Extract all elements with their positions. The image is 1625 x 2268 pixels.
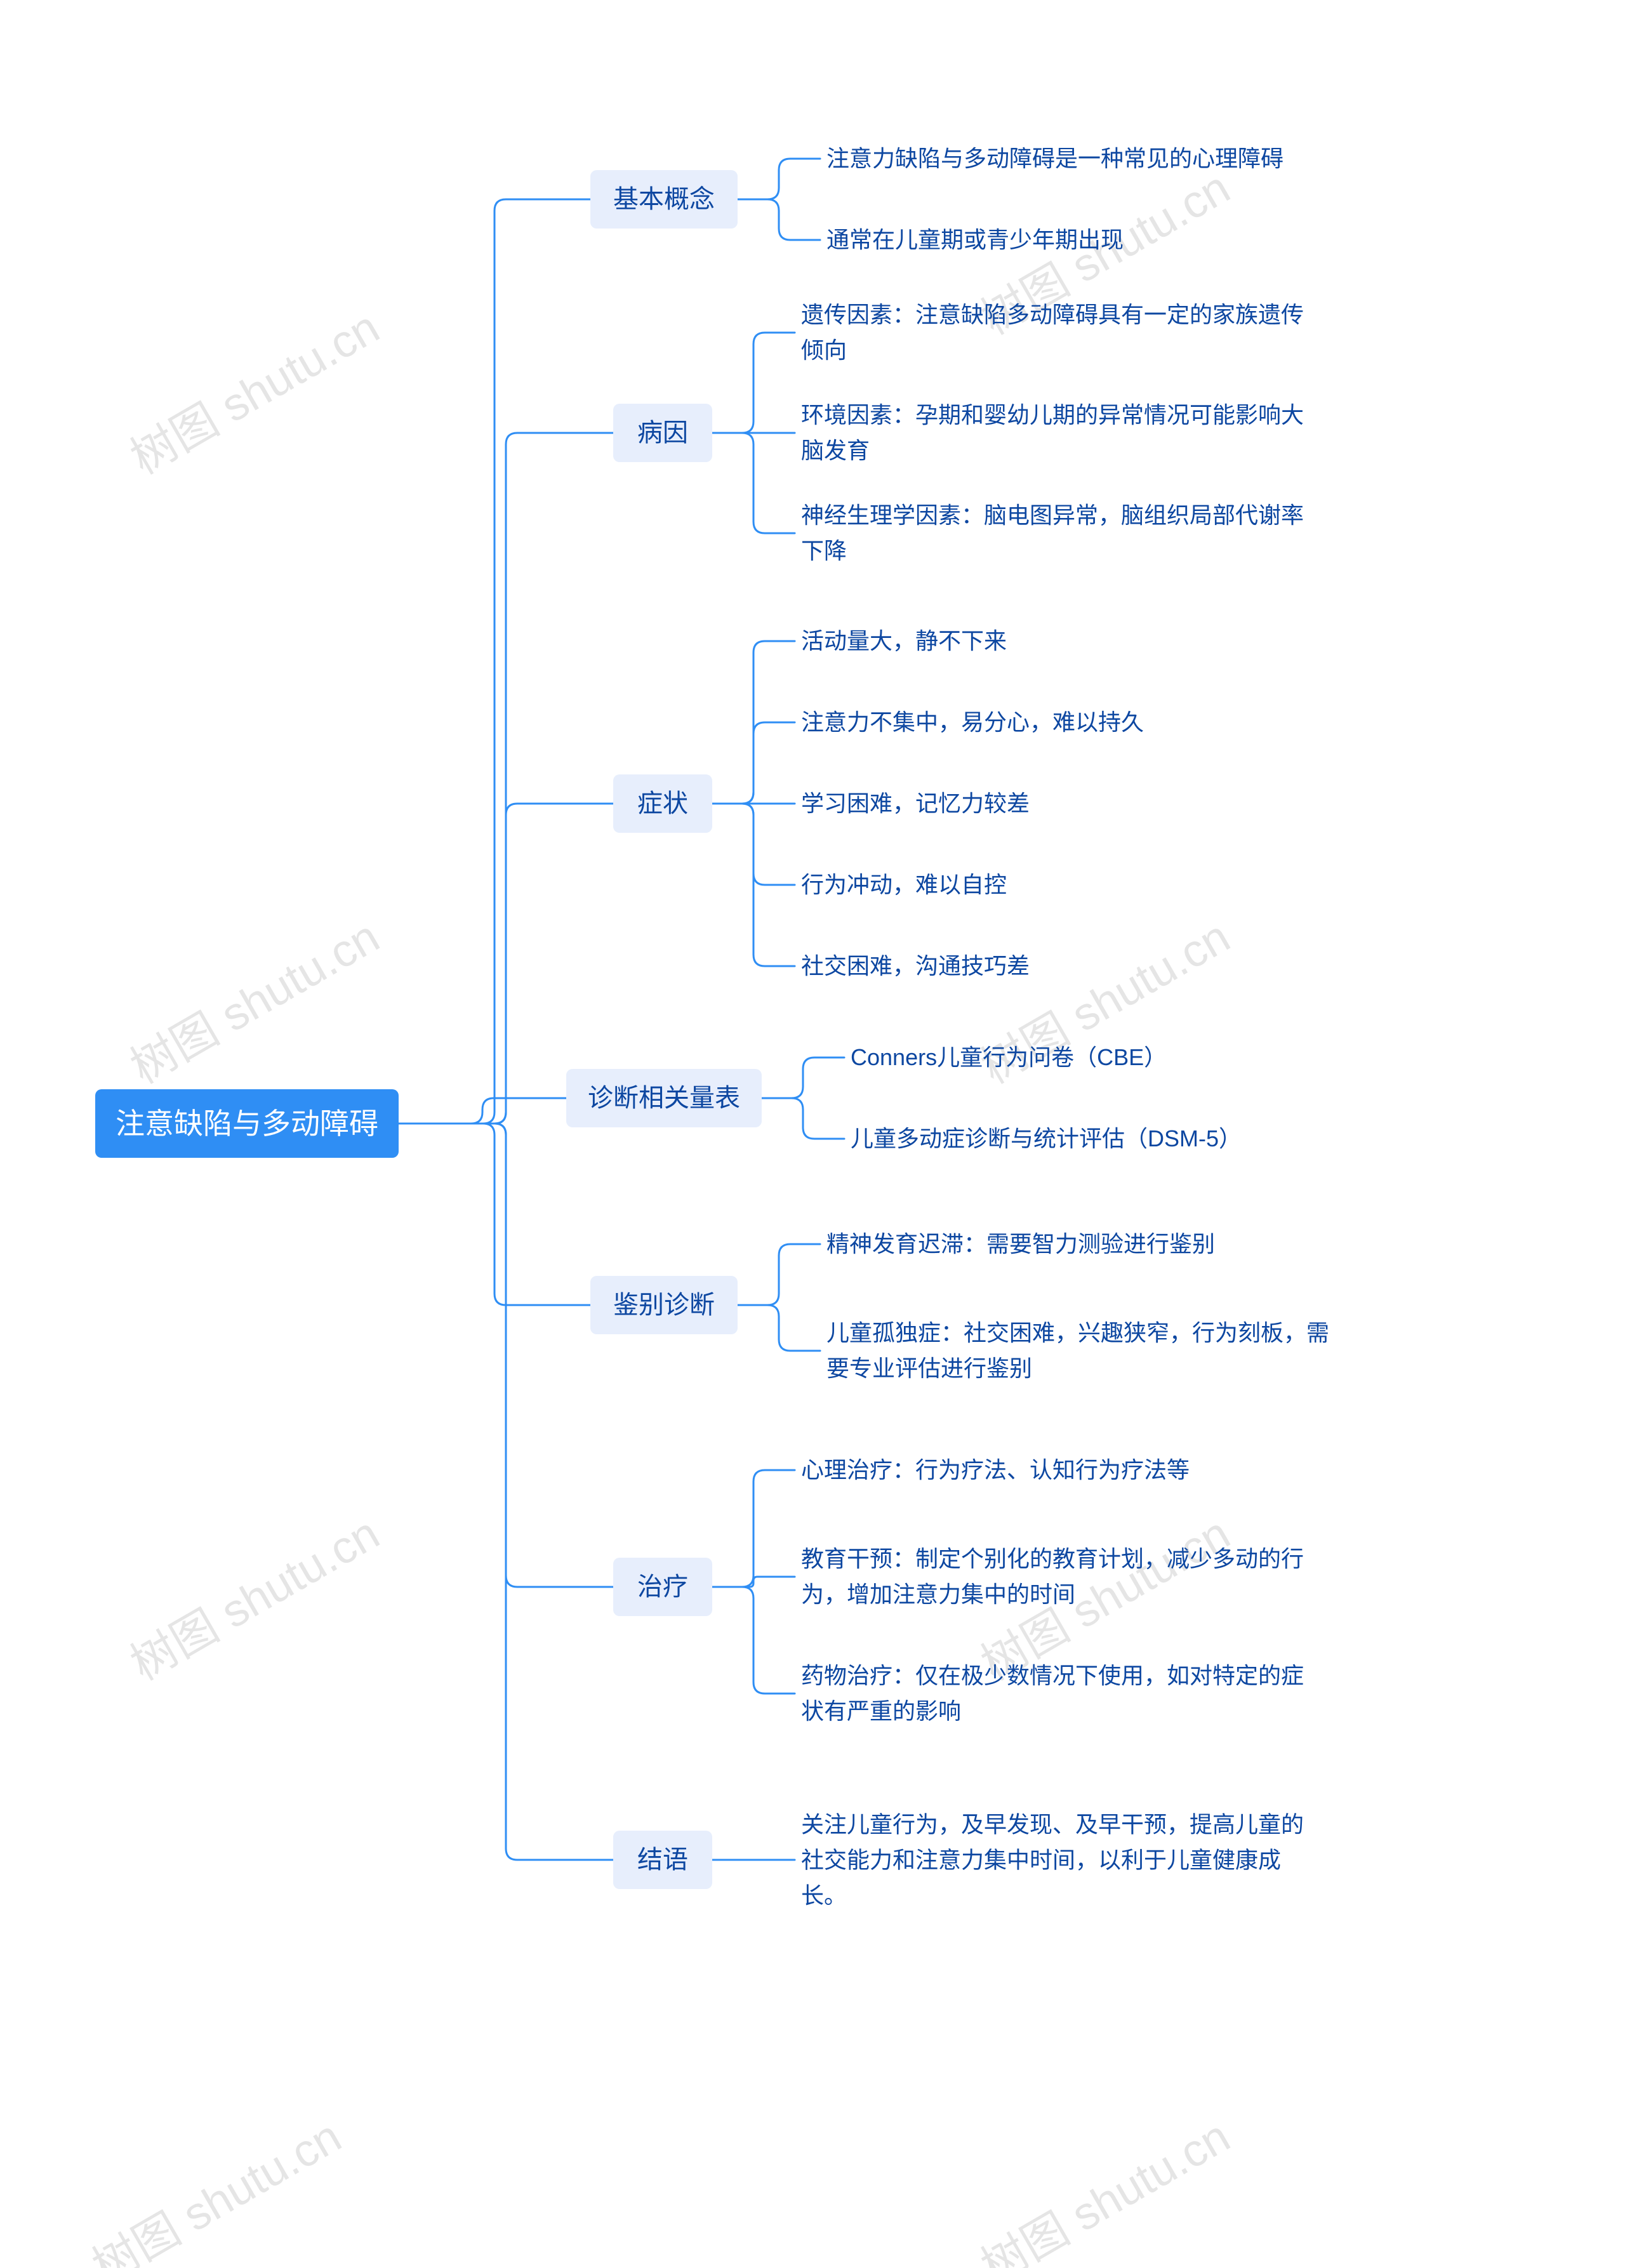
- leaf-node[interactable]: 活动量大，静不下来: [801, 623, 1007, 659]
- leaf-node[interactable]: 通常在儿童期或青少年期出现: [826, 222, 1124, 258]
- leaf-label: 学习困难，记忆力较差: [801, 786, 1030, 821]
- branch-label: 结语: [637, 1841, 688, 1879]
- leaf-node[interactable]: 神经生理学因素：脑电图异常，脑组织局部代谢率下降: [801, 498, 1322, 569]
- leaf-label: 社交困难，沟通技巧差: [801, 948, 1030, 984]
- branch-node[interactable]: 症状: [613, 774, 712, 833]
- branch-label: 基本概念: [613, 180, 715, 218]
- leaf-node[interactable]: 教育干预：制定个别化的教育计划，减少多动的行为，增加注意力集中的时间: [801, 1541, 1322, 1612]
- leaf-node[interactable]: 学习困难，记忆力较差: [801, 786, 1030, 821]
- leaf-label: 药物治疗：仅在极少数情况下使用，如对特定的症状有严重的影响: [801, 1658, 1322, 1729]
- branch-node[interactable]: 基本概念: [590, 170, 738, 229]
- leaf-label: 神经生理学因素：脑电图异常，脑组织局部代谢率下降: [801, 498, 1322, 569]
- branch-label: 鉴别诊断: [613, 1286, 715, 1324]
- leaf-node[interactable]: 药物治疗：仅在极少数情况下使用，如对特定的症状有严重的影响: [801, 1658, 1322, 1729]
- leaf-node[interactable]: 社交困难，沟通技巧差: [801, 948, 1030, 984]
- branch-node[interactable]: 病因: [613, 404, 712, 462]
- leaf-label: 关注儿童行为，及早发现、及早干预，提高儿童的社交能力和注意力集中时间，以利于儿童…: [801, 1807, 1322, 1913]
- branch-node[interactable]: 治疗: [613, 1558, 712, 1616]
- leaf-node[interactable]: 行为冲动，难以自控: [801, 867, 1007, 903]
- branch-node[interactable]: 诊断相关量表: [566, 1069, 762, 1127]
- root-node[interactable]: 注意缺陷与多动障碍: [95, 1089, 399, 1158]
- leaf-label: 注意力缺陷与多动障碍是一种常见的心理障碍: [826, 141, 1283, 176]
- leaf-node[interactable]: 儿童孤独症：社交困难，兴趣狭窄，行为刻板，需要专业评估进行鉴别: [826, 1315, 1347, 1386]
- leaf-label: 心理治疗：行为疗法、认知行为疗法等: [801, 1452, 1190, 1488]
- branch-label: 病因: [637, 414, 688, 452]
- leaf-node[interactable]: 心理治疗：行为疗法、认知行为疗法等: [801, 1452, 1190, 1488]
- leaf-label: 遗传因素：注意缺陷多动障碍具有一定的家族遗传倾向: [801, 297, 1322, 368]
- leaf-node[interactable]: 关注儿童行为，及早发现、及早干预，提高儿童的社交能力和注意力集中时间，以利于儿童…: [801, 1807, 1322, 1913]
- branch-node[interactable]: 鉴别诊断: [590, 1276, 738, 1334]
- branch-label: 症状: [637, 785, 688, 823]
- leaf-label: 儿童孤独症：社交困难，兴趣狭窄，行为刻板，需要专业评估进行鉴别: [826, 1315, 1347, 1386]
- leaf-node[interactable]: 遗传因素：注意缺陷多动障碍具有一定的家族遗传倾向: [801, 297, 1322, 368]
- watermark: 树图 shutu.cn: [116, 291, 389, 487]
- leaf-label: 行为冲动，难以自控: [801, 867, 1007, 903]
- leaf-label: Conners儿童行为问卷（CBE）: [851, 1040, 1167, 1075]
- watermark: 树图 shutu.cn: [116, 900, 389, 1096]
- leaf-node[interactable]: Conners儿童行为问卷（CBE）: [851, 1040, 1167, 1075]
- branch-node[interactable]: 结语: [613, 1831, 712, 1889]
- leaf-node[interactable]: 儿童多动症诊断与统计评估（DSM-5）: [851, 1121, 1242, 1157]
- leaf-label: 通常在儿童期或青少年期出现: [826, 222, 1124, 258]
- leaf-node[interactable]: 环境因素：孕期和婴幼儿期的异常情况可能影响大脑发育: [801, 397, 1322, 468]
- branch-label: 治疗: [637, 1568, 688, 1606]
- leaf-label: 活动量大，静不下来: [801, 623, 1007, 659]
- leaf-node[interactable]: 注意力不集中，易分心，难以持久: [801, 705, 1144, 740]
- leaf-label: 儿童多动症诊断与统计评估（DSM-5）: [851, 1121, 1242, 1157]
- leaf-node[interactable]: 注意力缺陷与多动障碍是一种常见的心理障碍: [826, 141, 1283, 176]
- leaf-node[interactable]: 精神发育迟滞：需要智力测验进行鉴别: [826, 1226, 1215, 1262]
- leaf-label: 精神发育迟滞：需要智力测验进行鉴别: [826, 1226, 1215, 1262]
- mindmap-canvas: 树图 shutu.cn 树图 shutu.cn 树图 shutu.cn 树图 shut…: [0, 0, 1625, 2268]
- watermark: 树图 shutu.cn: [967, 2100, 1240, 2268]
- watermark: 树图 shutu.cn: [116, 1497, 389, 1693]
- branch-label: 诊断相关量表: [588, 1079, 740, 1117]
- leaf-label: 环境因素：孕期和婴幼儿期的异常情况可能影响大脑发育: [801, 397, 1322, 468]
- root-label: 注意缺陷与多动障碍: [116, 1102, 378, 1146]
- leaf-label: 注意力不集中，易分心，难以持久: [801, 705, 1144, 740]
- watermark: 树图 shutu.cn: [78, 2100, 351, 2268]
- leaf-label: 教育干预：制定个别化的教育计划，减少多动的行为，增加注意力集中的时间: [801, 1541, 1322, 1612]
